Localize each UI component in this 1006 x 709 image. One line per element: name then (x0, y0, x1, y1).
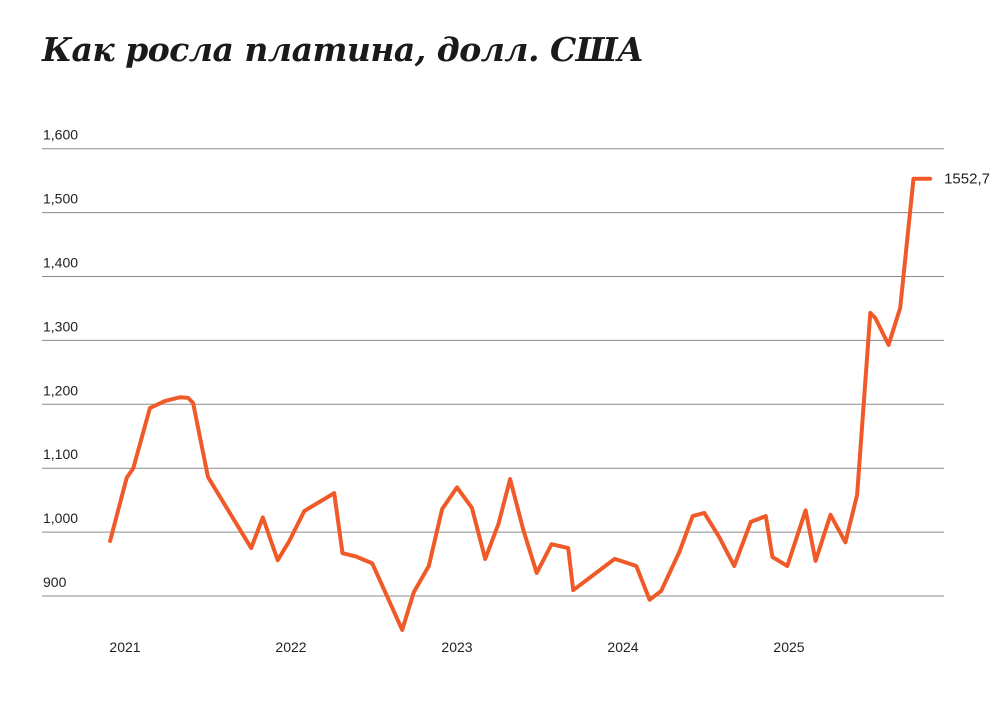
y-tick-label: 1,000 (43, 510, 78, 526)
x-tick-label: 2021 (109, 639, 140, 655)
y-tick-label: 1,600 (43, 127, 78, 143)
y-tick-label: 1,500 (43, 191, 78, 207)
y-tick-label: 900 (43, 574, 67, 590)
y-tick-label: 1,300 (43, 318, 78, 334)
end-value-label: 1552,7 (944, 171, 990, 188)
y-tick-label: 1,200 (43, 382, 78, 398)
x-tick-label: 2023 (441, 639, 472, 655)
x-tick-label: 2025 (773, 639, 804, 655)
y-tick-label: 1,100 (43, 446, 78, 462)
x-tick-label: 2024 (607, 639, 638, 655)
x-tick-label: 2022 (275, 639, 306, 655)
chart-title: Как росла платина, долл. США (42, 30, 644, 69)
y-tick-label: 1,400 (43, 255, 78, 271)
platinum-price-line (108, 176, 933, 632)
